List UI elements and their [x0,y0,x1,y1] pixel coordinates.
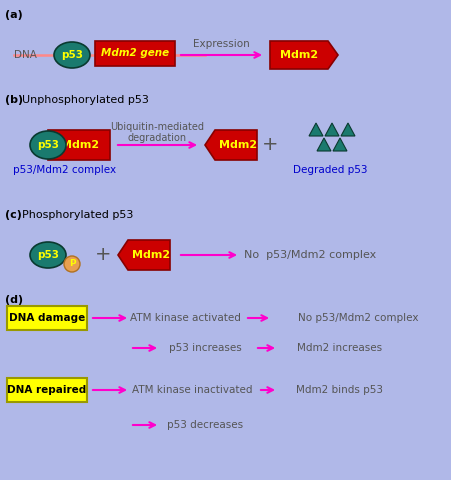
Text: No  p53/Mdm2 complex: No p53/Mdm2 complex [244,250,376,260]
Text: ATM kinase activated: ATM kinase activated [129,313,240,323]
Text: No p53/Mdm2 complex: No p53/Mdm2 complex [298,313,418,323]
Text: Mdm2: Mdm2 [61,140,99,150]
FancyBboxPatch shape [7,306,87,330]
FancyBboxPatch shape [48,130,110,160]
Text: Mdm2 increases: Mdm2 increases [298,343,382,353]
Circle shape [64,256,80,272]
Text: Degraded p53: Degraded p53 [293,165,367,175]
Text: DNA damage: DNA damage [9,313,85,323]
Polygon shape [270,41,338,69]
Text: Phosphorylated p53: Phosphorylated p53 [22,210,133,220]
Text: (d): (d) [5,295,23,305]
Text: DNA: DNA [14,50,37,60]
Text: P: P [69,260,75,268]
Ellipse shape [54,42,90,68]
Text: (b): (b) [5,95,23,105]
Text: Unphosphorylated p53: Unphosphorylated p53 [22,95,149,105]
Text: Mdm2 gene: Mdm2 gene [101,48,169,59]
Text: Mdm2: Mdm2 [280,50,318,60]
Text: Ubiquitin-mediated: Ubiquitin-mediated [110,122,204,132]
Polygon shape [325,123,339,136]
Polygon shape [333,138,347,151]
Ellipse shape [30,131,66,159]
Text: (c): (c) [5,210,22,220]
Text: +: + [95,245,111,264]
Text: (a): (a) [5,10,23,20]
Ellipse shape [30,242,66,268]
Polygon shape [341,123,355,136]
Text: Mdm2 binds p53: Mdm2 binds p53 [296,385,383,395]
Polygon shape [205,130,257,160]
Polygon shape [317,138,331,151]
FancyBboxPatch shape [7,378,87,402]
Text: p53: p53 [61,50,83,60]
Text: p53: p53 [37,250,59,260]
Text: p53/Mdm2 complex: p53/Mdm2 complex [14,165,116,175]
Text: Expression: Expression [193,39,249,49]
Text: p53: p53 [37,140,59,150]
Text: p53 increases: p53 increases [169,343,241,353]
Text: Mdm2: Mdm2 [132,250,170,260]
Text: DNA repaired: DNA repaired [7,385,87,395]
FancyBboxPatch shape [95,41,175,66]
Text: Mdm2: Mdm2 [219,140,257,150]
Polygon shape [309,123,323,136]
Polygon shape [118,240,170,270]
Text: +: + [262,135,278,155]
Text: ATM kinase inactivated: ATM kinase inactivated [132,385,252,395]
Text: degradation: degradation [128,133,187,143]
Text: p53 decreases: p53 decreases [167,420,243,430]
